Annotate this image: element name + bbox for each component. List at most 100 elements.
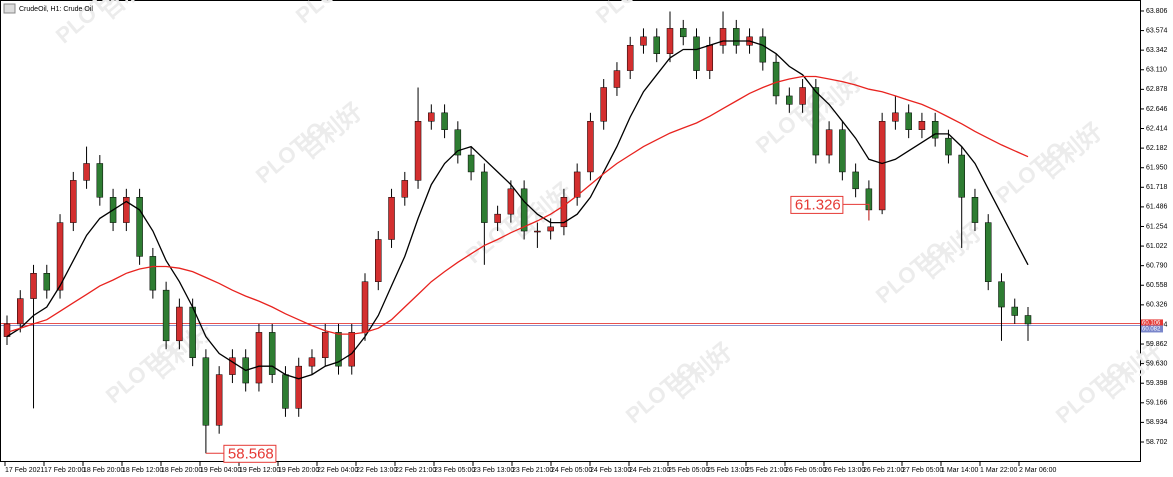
candle-body xyxy=(759,36,767,63)
plot-frame xyxy=(0,0,1141,462)
candle-body xyxy=(971,197,979,223)
candle-body xyxy=(149,256,157,291)
y-tick-label: 60.790 xyxy=(1146,263,1168,270)
candle-body xyxy=(96,163,104,198)
candle-body xyxy=(653,36,660,54)
y-tick-label: 61.950 xyxy=(1146,165,1168,172)
x-tick-label: 25 Feb 05:00 xyxy=(668,467,709,474)
candle-body xyxy=(162,289,170,342)
chart-title: CrudeOil, H1: Crude Oil xyxy=(19,6,93,13)
moving-average xyxy=(6,75,1029,335)
candle-body xyxy=(428,112,435,122)
candle-body xyxy=(136,197,143,257)
candle-body xyxy=(825,129,833,156)
candle-body xyxy=(335,332,342,367)
candle-body xyxy=(984,222,992,282)
x-tick-label: 22 Feb 13:00 xyxy=(356,467,397,474)
chart-icon xyxy=(3,3,16,14)
candle-body xyxy=(255,332,263,384)
y-tick-label: 63.342 xyxy=(1146,47,1168,54)
candle-body xyxy=(414,121,422,181)
candle-body xyxy=(626,45,634,71)
price-tag-label: 60.106 xyxy=(1142,321,1161,327)
candle-body xyxy=(905,112,912,130)
candle-body xyxy=(268,332,276,375)
x-tick-label: 25 Feb 21:00 xyxy=(746,467,787,474)
candle-body xyxy=(17,298,24,325)
x-tick-label: 27 Feb 05:00 xyxy=(902,467,943,474)
moving-average xyxy=(6,40,1029,380)
x-tick-label: 19 Feb 12:00 xyxy=(239,467,280,474)
candle-body xyxy=(679,28,687,38)
x-tick-label: 18 Feb 12:00 xyxy=(122,467,163,474)
candle-body xyxy=(70,180,77,223)
candle-body xyxy=(441,112,448,130)
price-tag-label: 60.082 xyxy=(1142,327,1161,333)
x-tick-label: 1 Mar 22:00 xyxy=(980,467,1017,474)
x-tick-label: 19 Feb 04:00 xyxy=(200,467,241,474)
x-tick-label: 25 Feb 13:00 xyxy=(707,467,748,474)
candle-body xyxy=(361,281,369,333)
candle-body xyxy=(733,28,740,46)
x-tick-label: 17 Feb 20:00 xyxy=(44,467,85,474)
y-tick-label: 59.630 xyxy=(1146,360,1168,367)
candle-body xyxy=(308,357,316,367)
candle-body xyxy=(215,374,223,426)
candle-body xyxy=(812,87,820,156)
candle-body xyxy=(640,36,647,46)
x-tick-label: 24 Feb 13:00 xyxy=(590,467,631,474)
candle-body xyxy=(282,374,289,409)
price-tag xyxy=(1141,325,1163,333)
candle-body xyxy=(693,36,700,71)
candle-body xyxy=(321,332,329,358)
candle-body xyxy=(560,197,568,228)
candle-body xyxy=(229,357,236,375)
y-tick-label: 63.110 xyxy=(1146,67,1167,74)
x-tick-label: 26 Feb 13:00 xyxy=(824,467,865,474)
y-tick-label: 62.646 xyxy=(1146,106,1168,113)
candle-body xyxy=(852,171,859,190)
candle-body xyxy=(613,70,621,88)
candle-body xyxy=(931,121,939,139)
y-tick-label: 61.022 xyxy=(1146,243,1168,250)
candle-body xyxy=(375,239,382,282)
y-tick-label: 58.934 xyxy=(1146,419,1168,426)
candle-body xyxy=(481,171,488,223)
y-tick-label: 61.486 xyxy=(1146,204,1168,211)
y-tick-label: 62.182 xyxy=(1146,145,1168,152)
y-tick-label: 59.166 xyxy=(1146,400,1168,407)
candle-body xyxy=(547,226,554,232)
candle-body xyxy=(772,61,780,97)
y-tick-label: 59.862 xyxy=(1146,341,1168,348)
candle-body xyxy=(467,154,475,173)
x-tick-label: 22 Feb 04:00 xyxy=(317,467,358,474)
annotation-box xyxy=(223,444,277,463)
annotation-label: 58.568 xyxy=(228,445,274,462)
candle-body xyxy=(534,230,541,233)
x-tick-label: 24 Feb 21:00 xyxy=(629,467,670,474)
candle-body xyxy=(706,45,714,71)
candle-body xyxy=(30,273,37,299)
candle-body xyxy=(719,28,727,46)
y-tick-label: 58.702 xyxy=(1146,439,1168,446)
candle-body xyxy=(295,365,302,409)
candle-body xyxy=(56,222,64,291)
price-tag xyxy=(1141,319,1163,327)
y-tick-label: 63.806 xyxy=(1146,8,1168,15)
candle-body xyxy=(123,197,130,223)
candle-body xyxy=(958,154,965,198)
candle-body xyxy=(202,357,210,426)
candle-body xyxy=(348,332,356,367)
candle-body xyxy=(83,163,90,181)
y-tick-label: 62.878 xyxy=(1146,86,1168,93)
x-tick-label: 23 Feb 05:00 xyxy=(434,467,475,474)
candle-body xyxy=(666,28,674,54)
y-tick-label: 62.414 xyxy=(1146,125,1168,132)
candle-body xyxy=(600,87,607,122)
candle-body xyxy=(494,213,501,223)
candle-body xyxy=(1024,315,1032,325)
candle-body xyxy=(401,180,409,198)
x-tick-label: 18 Feb 20:00 xyxy=(83,467,124,474)
x-tick-label: 26 Feb 21:00 xyxy=(863,467,904,474)
